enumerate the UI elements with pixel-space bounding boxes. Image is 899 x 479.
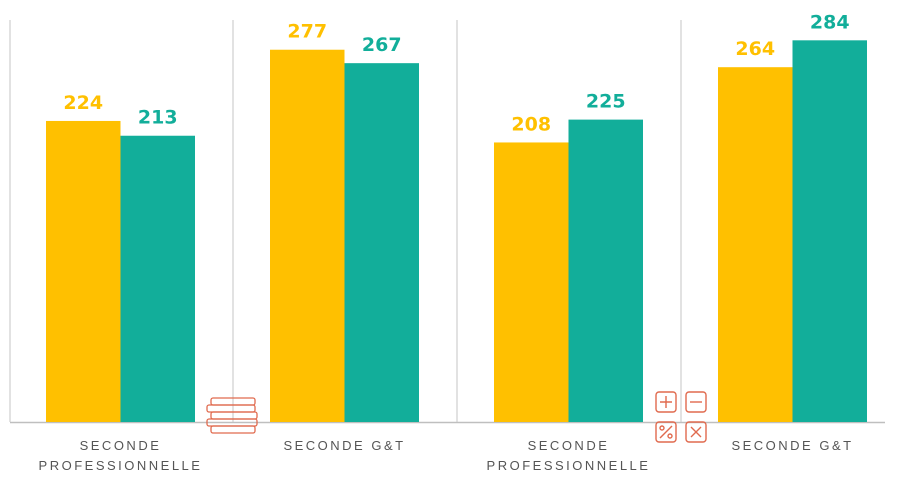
value-label: 264: [735, 38, 775, 60]
x-tick-label: SECONDE G&T: [731, 438, 854, 453]
bar: [792, 40, 867, 422]
bar: [568, 119, 643, 423]
bar: [718, 67, 793, 422]
books-icon: [206, 397, 258, 434]
bar: [120, 135, 195, 422]
bar: [344, 63, 419, 423]
x-tick-label: SECONDE PROFESSIONNELLE: [38, 438, 203, 473]
x-tick-label: SECONDE G&T: [283, 438, 406, 453]
value-label: 224: [63, 92, 103, 114]
bar: [270, 49, 345, 423]
value-label: 213: [138, 107, 178, 129]
value-label: 267: [362, 34, 402, 56]
value-label: 277: [287, 21, 327, 43]
calculator-icon: [655, 391, 707, 443]
separators: [9, 20, 682, 422]
x-tick-label: SECONDE PROFESSIONNELLE: [486, 438, 651, 473]
value-label: 208: [511, 113, 551, 135]
value-label: 225: [586, 91, 626, 113]
bar: [46, 120, 121, 422]
bar: [494, 142, 569, 422]
value-label: 284: [810, 11, 850, 33]
